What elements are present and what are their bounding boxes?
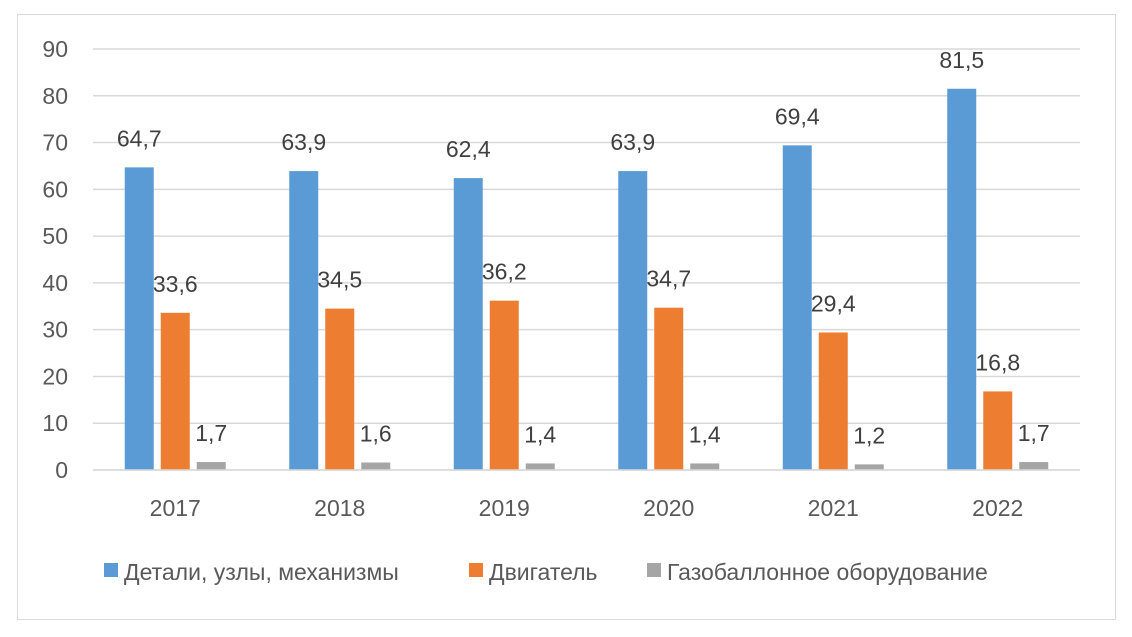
y-tick-label: 0 <box>55 457 68 483</box>
bar-1 <box>453 178 483 470</box>
bar-1 <box>618 171 648 470</box>
bar-3 <box>196 462 226 470</box>
legend-swatch-3 <box>647 563 661 577</box>
y-tick-label: 70 <box>42 130 68 156</box>
data-label: 62,4 <box>446 136 491 162</box>
bar-1 <box>782 145 812 470</box>
legend-label: Газобаллонное оборудование <box>667 559 988 585</box>
bar-2 <box>654 307 684 470</box>
data-label: 1,7 <box>195 420 227 446</box>
x-tick-label: 2022 <box>972 495 1023 521</box>
bar-2 <box>983 391 1013 470</box>
data-label: 1,4 <box>524 421 556 447</box>
bar-1 <box>947 88 977 470</box>
legend-swatch-2 <box>469 563 483 577</box>
bar-3 <box>1019 462 1049 470</box>
bar-2 <box>160 312 190 470</box>
bar-2 <box>489 300 519 470</box>
bar-3 <box>361 462 391 470</box>
chart-frame <box>17 14 1116 620</box>
data-label: 34,7 <box>646 266 691 292</box>
data-label: 29,4 <box>811 290 856 316</box>
x-tick-label: 2021 <box>808 495 859 521</box>
data-label: 16,8 <box>975 349 1020 375</box>
data-label: 69,4 <box>775 103 820 129</box>
bar-3 <box>854 464 884 470</box>
data-label: 63,9 <box>610 129 655 155</box>
data-label: 1,2 <box>853 422 885 448</box>
y-tick-label: 40 <box>42 270 68 296</box>
data-label: 33,6 <box>153 271 198 297</box>
data-label: 34,5 <box>317 267 362 293</box>
data-label: 1,7 <box>1018 420 1050 446</box>
x-tick-label: 2019 <box>479 495 530 521</box>
y-tick-label: 10 <box>42 410 68 436</box>
data-label: 36,2 <box>482 259 527 285</box>
y-tick-label: 50 <box>42 223 68 249</box>
data-label: 81,5 <box>939 47 984 73</box>
data-label: 64,7 <box>117 125 162 151</box>
y-tick-label: 80 <box>42 83 68 109</box>
y-tick-label: 90 <box>42 36 68 62</box>
bar-3 <box>690 463 720 470</box>
x-tick-label: 2017 <box>150 495 201 521</box>
y-tick-label: 20 <box>42 363 68 389</box>
data-label: 63,9 <box>281 129 326 155</box>
bar-1 <box>289 171 319 470</box>
x-tick-label: 2020 <box>643 495 694 521</box>
data-label: 1,6 <box>360 421 392 447</box>
legend-label: Двигатель <box>489 559 598 585</box>
legend-label: Детали, узлы, механизмы <box>124 559 399 585</box>
data-label: 1,4 <box>689 421 721 447</box>
bar-3 <box>525 463 555 470</box>
bar-2 <box>325 308 355 470</box>
bar-1 <box>124 167 154 470</box>
bar-2 <box>818 332 848 470</box>
y-tick-label: 30 <box>42 317 68 343</box>
y-tick-label: 60 <box>42 176 68 202</box>
legend-swatch-1 <box>104 563 118 577</box>
x-tick-label: 2018 <box>314 495 365 521</box>
